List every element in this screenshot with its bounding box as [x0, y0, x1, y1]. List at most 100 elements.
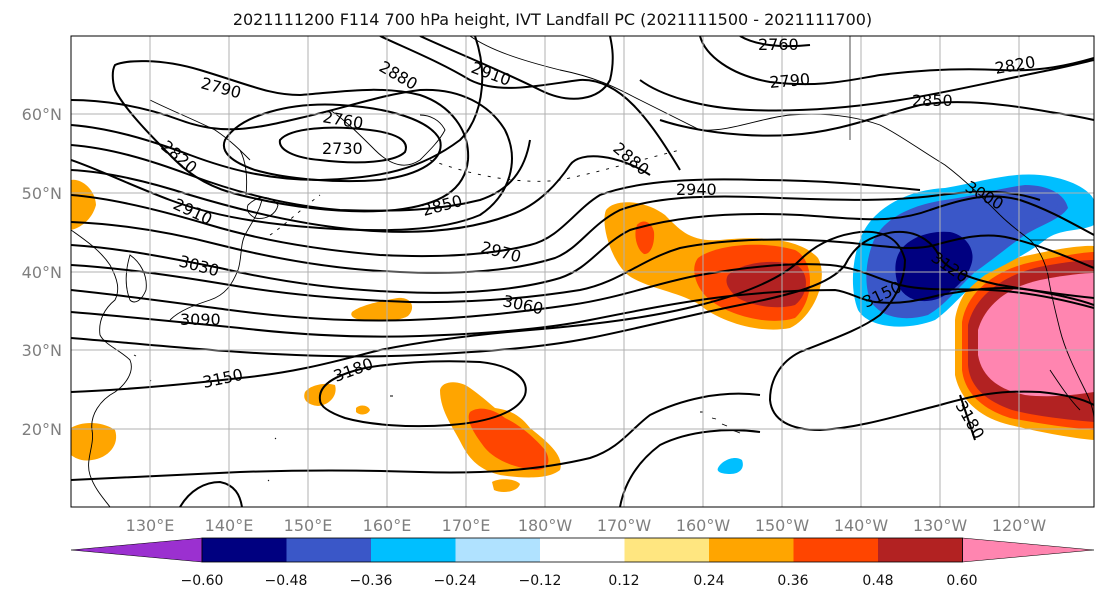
ivt-positive-patch-west-edge: [71, 179, 96, 230]
lon-label-160w: 160°W: [675, 516, 731, 535]
contour-2730: [278, 126, 407, 164]
graticule: [71, 36, 1094, 507]
ivt-positive-subtropical-red: [468, 408, 549, 470]
contour-3090: [71, 286, 1094, 338]
contour-label-3030: 3030: [177, 252, 221, 281]
contour-3000: [71, 195, 1094, 294]
contour-2940: [71, 178, 921, 258]
colorbar-tick-neg024: −0.24: [433, 573, 477, 589]
colorbar-tick-pos048: 0.48: [862, 573, 894, 589]
ivt-positive-westcoast-pink: [978, 273, 1094, 397]
lon-label-140e: 140°E: [204, 516, 254, 535]
coastline-sakhalin: [239, 149, 248, 196]
map-content: 2760 2790 2880 2910 2790 2820 2850 2760 …: [71, 35, 1094, 507]
colorbar-tick-neg060: −0.60: [180, 573, 224, 589]
colorbar-seg-4: [455, 538, 540, 562]
colorbar-tick-pos024: 0.24: [693, 573, 725, 589]
coastline-kamchatka: [329, 109, 446, 166]
contour-2760-north: [739, 36, 811, 48]
colorbar-outline: [201, 537, 963, 563]
contour-label-3090: 3090: [180, 310, 221, 329]
contour-label-2850-center: 2850: [420, 191, 464, 220]
coastline-hawaii: [700, 411, 741, 434]
colorbar-tick-neg048: −0.48: [264, 573, 308, 589]
lat-label-60n: 60°N: [21, 105, 62, 124]
contour-2820-east: [639, 59, 1094, 112]
colorbar-seg-8: [793, 538, 878, 562]
lon-label-170w: 170°W: [596, 516, 652, 535]
colorbar-tick-neg012: −0.12: [518, 573, 562, 589]
contour-2760-low: [222, 103, 442, 183]
contour-label-2910-north: 2910: [469, 58, 514, 90]
coastline-bc: [999, 214, 1094, 421]
coastline-alaska: [469, 36, 1001, 216]
contour-3030: [71, 234, 1094, 304]
map-frame: [70, 35, 1095, 508]
contour-label-2970: 2970: [479, 238, 523, 267]
lon-label-140w: 140°W: [833, 516, 889, 535]
coastline-kurils: [269, 194, 321, 236]
contour-3180-east: [959, 394, 976, 441]
colorbar-seg-2: [286, 538, 371, 562]
colorbar-tick-pos060: 0.60: [946, 573, 978, 589]
contour-2850-east: [659, 101, 1094, 137]
contour-2850: [71, 36, 484, 182]
colorbar-seg-9: [878, 538, 963, 562]
colorbar-seg-7: [709, 538, 794, 562]
colorbar-extend-right: [962, 537, 1095, 563]
contour-3150-southeast: [619, 429, 761, 507]
coastline-japan: [169, 199, 263, 321]
coastline-islands: [133, 354, 393, 482]
contour-label-2880-north: 2880: [376, 57, 421, 94]
contour-label-2850-east: 2850: [912, 91, 953, 110]
ivt-positive-patch-165e: [351, 297, 413, 322]
ivt-shading: [71, 174, 1094, 492]
contour-3150-south: [71, 392, 761, 481]
lat-label-20n: 20°N: [21, 420, 62, 439]
colorbar-extend-left: [70, 537, 203, 563]
ivt-negative-hawaii: [717, 457, 743, 474]
contour-label-2760-north: 2760: [758, 35, 799, 54]
coastline-asia: [71, 229, 132, 507]
contour-label-3150-west: 3150: [201, 365, 245, 392]
contour-2970: [71, 190, 1041, 274]
lon-label-180w: 180°W: [517, 516, 573, 535]
contour-3120: [71, 230, 1094, 358]
colorbar-seg-1: [202, 538, 287, 562]
ivt-positive-central-small-red: [635, 221, 655, 255]
colorbar: [70, 537, 1095, 563]
contour-3180-south: [179, 480, 243, 507]
lon-label-150w: 150°W: [754, 516, 810, 535]
border-canada-us: [849, 36, 1094, 241]
contour-2820: [71, 88, 513, 232]
coastline-baja: [1049, 369, 1081, 411]
contour-3060: [71, 263, 1094, 322]
lon-label-160e: 160°E: [362, 516, 412, 535]
contour-2790-east: [699, 36, 1094, 86]
contour-3180-ring: [318, 360, 527, 428]
contour-label-2790-east: 2790: [769, 70, 811, 92]
ivt-positive-patch-small1: [356, 405, 370, 415]
ivt-positive-patch-southwest: [71, 423, 117, 461]
lon-label-130w: 130°W: [912, 516, 968, 535]
colorbar-seg-3: [371, 538, 456, 562]
colorbar-tick-pos036: 0.36: [777, 573, 809, 589]
contour-2910: [71, 155, 651, 233]
lat-label-50n: 50°N: [21, 184, 62, 203]
ivt-positive-central-darkred: [726, 261, 806, 308]
contour-label-2760-low: 2760: [321, 107, 364, 133]
page-title: 2021111200 F114 700 hPa height, IVT Land…: [232, 10, 873, 29]
contour-label-2940: 2940: [676, 180, 717, 199]
ivt-negative-dark: [895, 231, 973, 302]
lon-label-120w: 120°W: [991, 516, 1047, 535]
contour-label-2790-west: 2790: [199, 74, 243, 103]
ivt-positive-subtropical-tail: [492, 479, 520, 492]
coastline-korea: [125, 254, 147, 303]
colorbar-tick-pos012: 0.12: [608, 573, 640, 589]
colorbar-seg-6: [624, 538, 709, 562]
lat-label-30n: 30°N: [21, 341, 62, 360]
lon-label-170e: 170°E: [441, 516, 491, 535]
coastlines: [71, 36, 1094, 507]
